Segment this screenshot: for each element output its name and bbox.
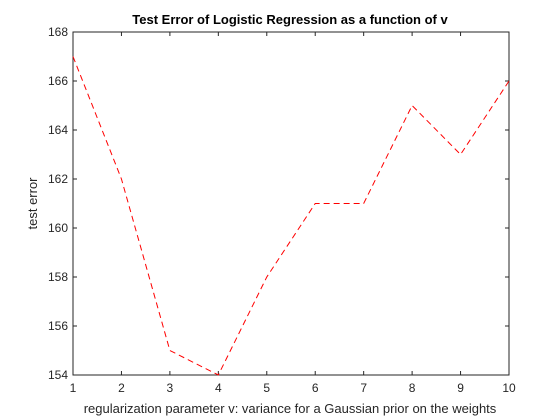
x-tick-label: 1	[70, 381, 77, 395]
y-axis-ticks: 154 156 158 160 162 164 166 168	[48, 25, 509, 382]
x-tick-label: 10	[502, 381, 516, 395]
x-tick-label: 9	[457, 381, 464, 395]
y-tick-label: 158	[48, 270, 68, 284]
y-tick-label: 156	[48, 319, 68, 333]
y-tick-label: 154	[48, 368, 68, 382]
chart-title: Test Error of Logistic Regression as a f…	[132, 12, 448, 27]
y-axis-label: test error	[25, 177, 40, 230]
x-tick-label: 2	[118, 381, 125, 395]
series-layer	[72, 56, 510, 376]
x-tick-label: 5	[263, 381, 270, 395]
y-tick-label: 164	[48, 123, 68, 137]
y-tick-label: 162	[48, 172, 68, 186]
y-tick-label: 166	[48, 74, 68, 88]
plot-area	[72, 31, 510, 376]
y-tick-label: 160	[48, 221, 68, 235]
x-tick-label: 6	[312, 381, 319, 395]
x-tick-label: 4	[215, 381, 222, 395]
x-tick-label: 8	[409, 381, 416, 395]
x-axis-label: regularization parameter v: variance for…	[84, 401, 497, 416]
x-tick-label: 7	[360, 381, 367, 395]
series-line	[72, 56, 510, 376]
x-axis-ticks: 1 2 3 4 5 6 7 8 9 10	[70, 32, 516, 395]
x-tick-label: 3	[167, 381, 174, 395]
y-tick-label: 168	[48, 25, 68, 39]
